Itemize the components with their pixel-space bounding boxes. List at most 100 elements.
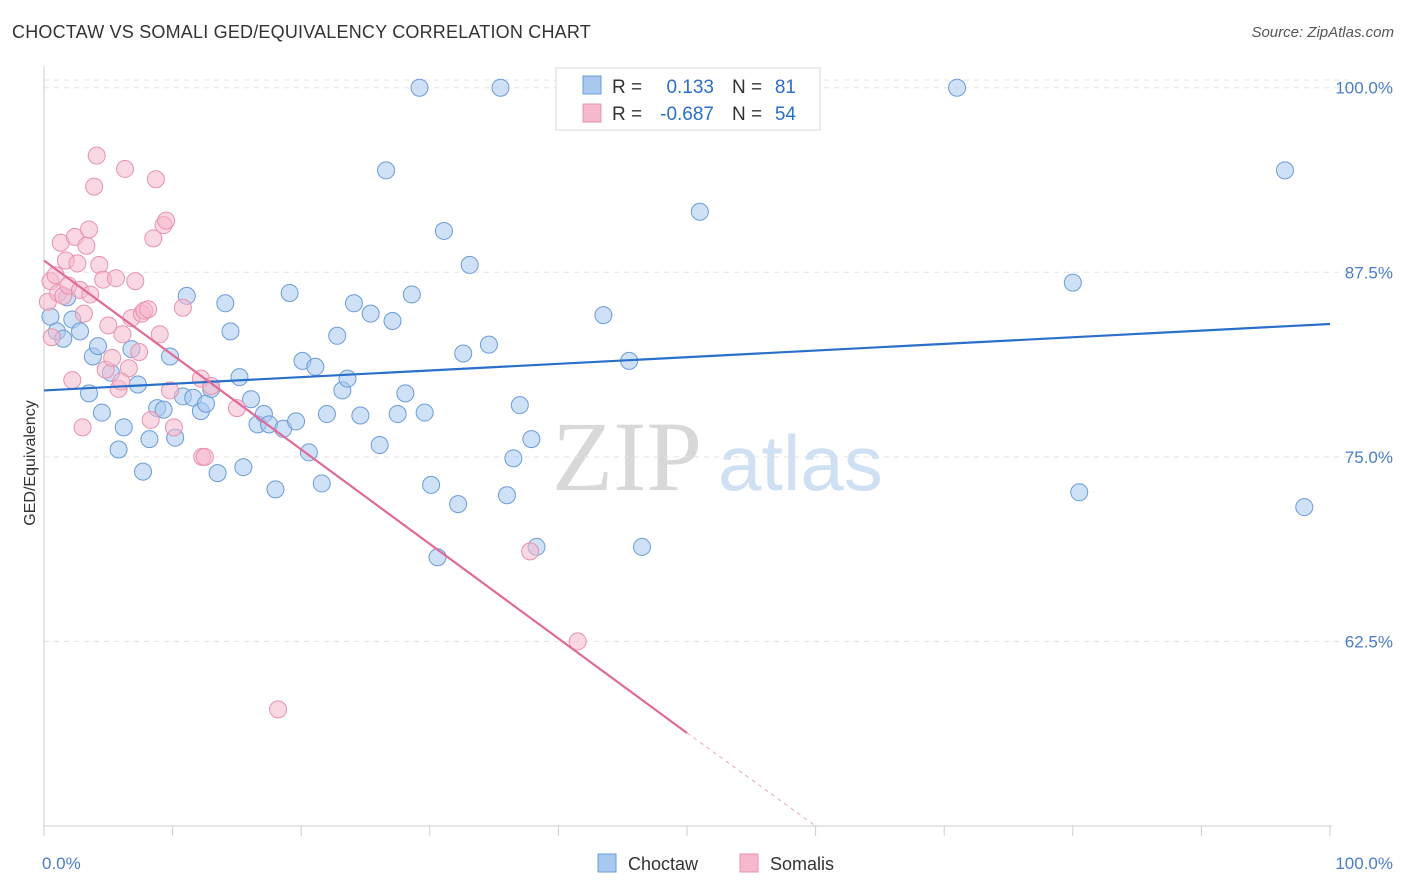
point-choctaw-9 [92, 403, 111, 422]
legend-n-value-1: 81 [775, 77, 796, 98]
y-tick-labels: 62.5% 75.0% 87.5% 100.0% [1335, 79, 1393, 652]
point-somalis-40 [157, 211, 176, 230]
point-somalis-28 [119, 359, 138, 378]
point-choctaw-47 [338, 369, 357, 388]
y-tick-label-1: 75.0% [1345, 448, 1393, 467]
point-choctaw-68 [504, 449, 523, 468]
correlation-legend: R = 0.133 N = 81 R = -0.687 N = 54 [555, 67, 821, 131]
point-choctaw-16 [140, 430, 159, 449]
source-credit: Source: ZipAtlas.com [1251, 24, 1394, 41]
point-choctaw-72 [594, 306, 613, 325]
point-choctaw-80 [1295, 498, 1314, 517]
point-choctaw-12 [114, 418, 133, 437]
trend-lines [43, 259, 1331, 827]
point-somalis-38 [150, 325, 169, 344]
bottom-legend-swatch-somalis [739, 853, 759, 873]
trend-line-somalis [43, 259, 688, 734]
point-somalis-9 [63, 371, 82, 390]
point-somalis-30 [126, 272, 145, 291]
point-somalis-22 [99, 316, 118, 335]
trend-line-extension-somalis [686, 732, 816, 827]
point-somalis-13 [74, 304, 93, 323]
point-choctaw-76 [948, 78, 967, 97]
gridlines [44, 79, 1350, 642]
y-axis-label: GED/Equivalency [22, 400, 39, 525]
point-choctaw-39 [287, 412, 306, 431]
point-somalis-35 [141, 410, 160, 429]
point-choctaw-27 [208, 464, 227, 483]
point-somalis-43 [173, 298, 192, 317]
series-legend: Choctaw Somalis [597, 853, 834, 874]
point-choctaw-8 [89, 337, 108, 356]
point-choctaw-79 [1275, 161, 1294, 180]
point-choctaw-29 [221, 322, 240, 341]
point-somalis-26 [113, 325, 132, 344]
legend-r-label-1: R = [612, 77, 642, 98]
point-somalis-46 [195, 447, 214, 466]
point-choctaw-15 [134, 462, 153, 481]
axes [43, 66, 1332, 836]
series-somalis-points [38, 146, 587, 719]
watermark-atlas: atlas [718, 419, 883, 507]
point-somalis-11 [68, 254, 87, 273]
point-somalis-52 [73, 418, 92, 437]
bottom-legend-label-choctaw: Choctaw [628, 854, 699, 874]
point-choctaw-36 [266, 480, 285, 499]
point-choctaw-59 [422, 475, 441, 494]
point-choctaw-5 [71, 322, 90, 341]
chart-title: CHOCTAW VS SOMALI GED/EQUIVALENCY CORREL… [12, 22, 591, 42]
point-somalis-34 [139, 300, 158, 319]
point-choctaw-52 [377, 161, 396, 180]
point-somalis-14 [77, 236, 96, 255]
point-choctaw-53 [383, 312, 402, 331]
legend-swatch-somalis [582, 103, 602, 123]
bottom-legend-label-somalis: Somalis [770, 854, 834, 874]
point-somalis-23 [103, 348, 122, 367]
point-choctaw-67 [497, 486, 516, 505]
point-somalis-15 [80, 220, 99, 239]
point-choctaw-45 [328, 326, 347, 345]
point-choctaw-19 [161, 347, 180, 366]
point-choctaw-65 [479, 335, 498, 354]
point-somalis-51 [568, 632, 587, 651]
point-choctaw-50 [361, 304, 380, 323]
x-tick-label-max: 100.0% [1335, 854, 1393, 873]
point-choctaw-41 [299, 443, 318, 462]
x-tick-labels: 0.0% 100.0% [42, 854, 1393, 873]
point-choctaw-60 [428, 548, 447, 567]
point-choctaw-66 [491, 78, 510, 97]
point-choctaw-54 [388, 405, 407, 424]
point-choctaw-78 [1070, 483, 1089, 502]
point-somalis-18 [87, 146, 106, 165]
point-somalis-19 [90, 255, 109, 274]
legend-r-value-2: -0.687 [660, 104, 714, 125]
point-choctaw-74 [632, 537, 651, 556]
point-choctaw-75 [690, 202, 709, 221]
point-somalis-36 [144, 229, 163, 248]
point-choctaw-38 [280, 283, 299, 302]
point-somalis-2 [42, 328, 61, 347]
point-choctaw-18 [154, 400, 173, 419]
legend-swatch-choctaw [582, 75, 602, 95]
point-choctaw-30 [230, 368, 249, 387]
point-somalis-41 [161, 381, 180, 400]
y-tick-label-2: 87.5% [1345, 263, 1393, 282]
legend-r-label-2: R = [612, 104, 642, 125]
point-choctaw-61 [434, 221, 453, 240]
point-choctaw-43 [312, 474, 331, 493]
point-choctaw-44 [317, 405, 336, 424]
point-somalis-49 [269, 700, 288, 719]
point-choctaw-42 [306, 357, 325, 376]
point-choctaw-55 [396, 384, 415, 403]
point-somalis-37 [146, 170, 165, 189]
trend-line-choctaw [43, 322, 1331, 392]
point-choctaw-77 [1063, 273, 1082, 292]
point-choctaw-28 [216, 294, 235, 313]
y-tick-label-3: 100.0% [1335, 79, 1393, 98]
point-choctaw-57 [410, 78, 429, 97]
point-somalis-42 [164, 418, 183, 437]
point-somalis-31 [130, 343, 149, 362]
point-choctaw-56 [402, 285, 421, 304]
point-somalis-17 [85, 177, 104, 196]
